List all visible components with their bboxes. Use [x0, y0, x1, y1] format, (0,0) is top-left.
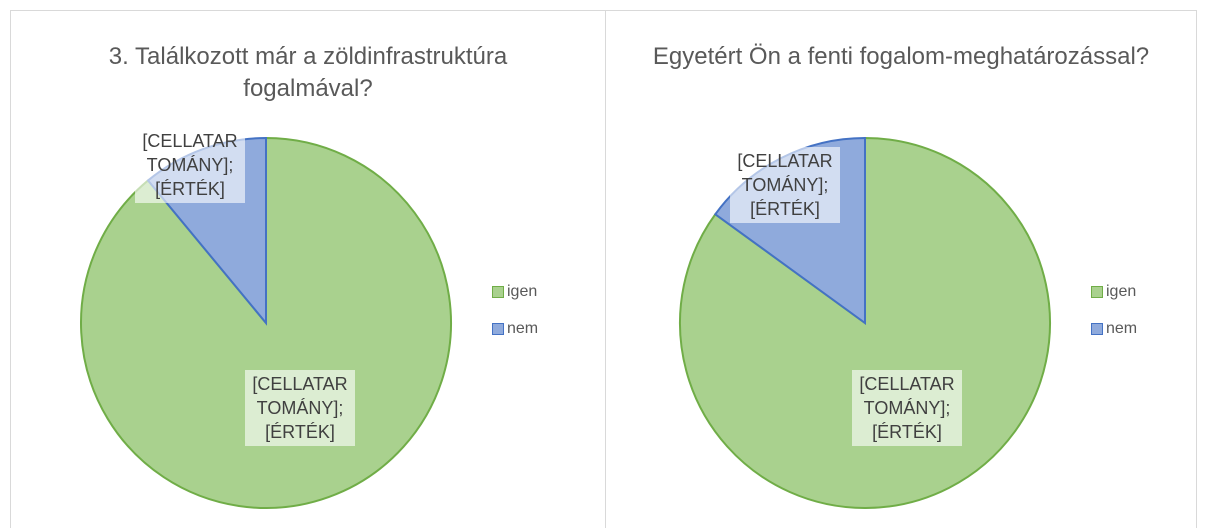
chart-title: Egyetért Ön a fenti fogalom-meghatározás…: [652, 43, 1150, 70]
legend-swatch: [1091, 323, 1103, 335]
legend-item: igen: [492, 283, 537, 301]
legend-label: nem: [1106, 320, 1138, 337]
legend-label: igen: [1106, 283, 1137, 300]
legend-label: igen: [507, 283, 538, 300]
data-label: [CELLATARTOMÁNY]; [ÉRTÉK]: [245, 370, 355, 446]
legend-swatch: [492, 286, 504, 298]
chart-panel: Egyetért Ön a fenti fogalom-meghatározás…: [605, 10, 1197, 528]
data-label: [CELLATARTOMÁNY]; [ÉRTÉK]: [852, 370, 962, 446]
chart-title: 3. Találkozott már a zöldinfrastruktúra …: [108, 43, 508, 102]
data-label: [CELLATARTOMÁNY]; [ÉRTÉK]: [730, 147, 840, 223]
legend-item: igen: [1091, 283, 1136, 301]
legend-item: nem: [492, 320, 538, 338]
legend-swatch: [492, 323, 504, 335]
legend-label: nem: [507, 320, 539, 337]
chart-panel: 3. Találkozott már a zöldinfrastruktúra …: [10, 10, 606, 528]
legend-item: nem: [1091, 320, 1137, 338]
legend-swatch: [1091, 286, 1103, 298]
data-label: [CELLATARTOMÁNY]; [ÉRTÉK]: [135, 127, 245, 203]
